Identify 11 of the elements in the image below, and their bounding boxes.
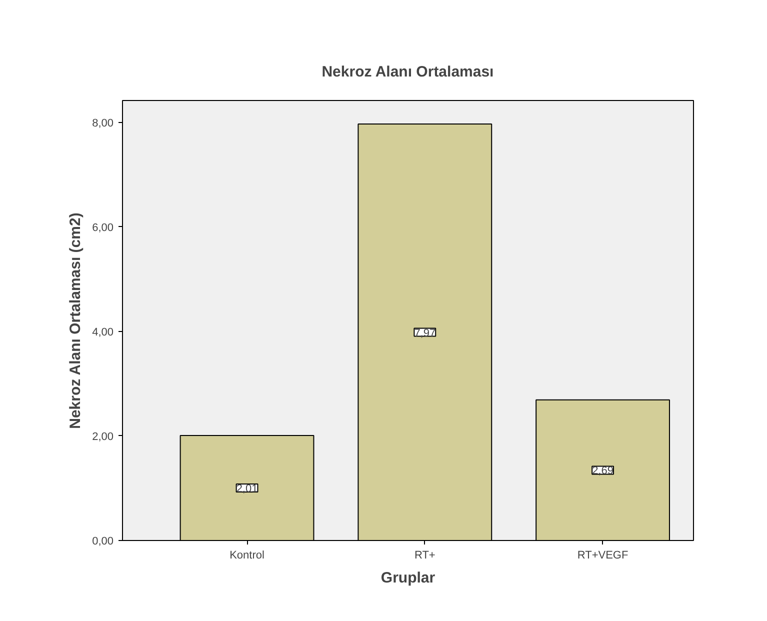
y-tick-label: 2,00 xyxy=(92,430,114,443)
x-tick-label: Kontrol xyxy=(230,550,264,562)
y-tick-label: 8,00 xyxy=(92,117,114,130)
y-tick-label: 0,00 xyxy=(92,536,114,548)
x-tick-label: RT+VEGF xyxy=(577,550,628,562)
y-tick-label: 4,00 xyxy=(92,326,114,338)
x-axis-title: Gruplar xyxy=(380,570,436,586)
x-tick-label: RT+ xyxy=(414,550,436,562)
chart-title: Nekroz Alanı Ortalaması xyxy=(322,64,494,80)
y-axis-title: Nekroz Alanı Ortalaması (cm2) xyxy=(67,212,84,429)
y-tick-label: 6,00 xyxy=(92,222,114,234)
